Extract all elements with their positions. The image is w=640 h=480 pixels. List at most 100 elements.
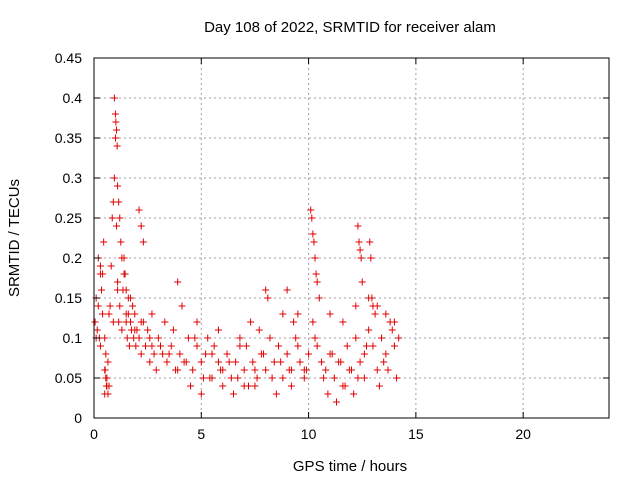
- data-point-0-148: [112, 118, 120, 126]
- data-point-0-207: [375, 382, 383, 390]
- data-point-0-81: [292, 334, 300, 342]
- data-point-0-209: [393, 374, 401, 382]
- data-point-0-138: [328, 350, 336, 358]
- data-point-0-117: [146, 334, 154, 342]
- data-point-0-69: [240, 366, 248, 374]
- data-point-0-171: [357, 254, 365, 262]
- data-point-0-184: [137, 222, 145, 230]
- data-point-0-30: [123, 334, 131, 342]
- data-point-0-105: [395, 334, 403, 342]
- data-point-0-120: [174, 366, 182, 374]
- data-point-0-46: [148, 342, 156, 350]
- data-point-0-20: [113, 222, 121, 230]
- data-point-0-40: [135, 334, 143, 342]
- x-tick-label-0: 0: [90, 426, 98, 442]
- data-point-0-219: [279, 310, 287, 318]
- data-point-0-56: [184, 334, 192, 342]
- data-point-0-208: [384, 366, 392, 374]
- data-point-0-110: [109, 318, 117, 326]
- data-point-0-19: [111, 134, 119, 142]
- data-point-0-8: [100, 238, 108, 246]
- data-point-0-158: [101, 366, 109, 374]
- data-point-0-125: [217, 366, 225, 374]
- data-point-0-21: [114, 278, 122, 286]
- data-point-0-143: [371, 310, 379, 318]
- data-point-0-104: [390, 342, 398, 350]
- plot-frame: [93, 57, 610, 419]
- data-point-0-99: [369, 342, 377, 350]
- y-tick-label-2: 0.1: [63, 330, 83, 346]
- data-point-0-157: [104, 390, 112, 398]
- data-point-0-186: [120, 270, 128, 278]
- data-points: [91, 94, 403, 406]
- data-point-0-200: [287, 382, 295, 390]
- data-point-0-151: [114, 182, 122, 190]
- data-point-0-79: [283, 350, 291, 358]
- data-point-0-97: [360, 350, 368, 358]
- data-point-0-86: [313, 342, 321, 350]
- data-point-0-194: [208, 374, 216, 382]
- data-point-0-96: [356, 358, 364, 366]
- data-point-0-95: [352, 334, 360, 342]
- data-point-0-156: [102, 374, 110, 382]
- data-point-0-16: [108, 214, 116, 222]
- data-point-0-204: [341, 382, 349, 390]
- data-point-0-67: [232, 358, 240, 366]
- data-point-0-45: [146, 358, 154, 366]
- data-point-0-13: [105, 310, 113, 318]
- data-point-0-33: [126, 318, 134, 326]
- data-point-0-217: [247, 318, 255, 326]
- data-point-0-59: [197, 358, 205, 366]
- data-point-0-71: [249, 358, 257, 366]
- data-point-0-35: [129, 302, 137, 310]
- data-point-0-223: [352, 302, 360, 310]
- data-point-0-198: [251, 382, 259, 390]
- data-point-0-216: [236, 334, 244, 342]
- axis-ticks: 0 5 10 15 20 0 0.05 0.1 0.15 0.2 0.25 0.3 0.35 0.4 0.4…: [55, 50, 609, 442]
- data-point-0-161: [308, 214, 316, 222]
- x-tick-label-1: 5: [197, 426, 205, 442]
- data-point-0-43: [142, 342, 149, 350]
- data-point-0-142: [363, 342, 371, 350]
- data-point-0-93: [343, 342, 351, 350]
- data-point-0-139: [337, 358, 345, 366]
- data-point-0-48: [152, 366, 160, 374]
- data-point-0-177: [174, 278, 182, 286]
- data-point-0-52: [167, 342, 175, 350]
- data-point-0-76: [270, 358, 278, 366]
- data-point-0-23: [116, 302, 124, 310]
- data-point-0-193: [197, 390, 205, 398]
- data-point-0-187: [122, 286, 130, 294]
- data-point-0-119: [165, 350, 173, 358]
- data-point-0-147: [111, 110, 119, 118]
- data-point-0-205: [350, 390, 358, 398]
- data-point-0-163: [310, 238, 318, 246]
- data-point-0-221: [326, 310, 334, 318]
- data-point-0-152: [115, 198, 123, 206]
- data-point-0-68: [236, 342, 244, 350]
- y-tick-label-8: 0.4: [63, 90, 83, 106]
- data-point-0-190: [96, 262, 104, 270]
- data-point-0-62: [210, 342, 218, 350]
- data-point-0-47: [150, 350, 158, 358]
- data-point-0-162: [309, 230, 317, 238]
- data-point-0-14: [106, 302, 114, 310]
- data-point-0-173: [366, 238, 374, 246]
- data-point-0-78: [279, 374, 287, 382]
- data-point-0-167: [315, 294, 323, 302]
- data-point-0-41: [137, 350, 145, 358]
- data-point-0-141: [354, 374, 362, 382]
- data-point-0-113: [122, 310, 130, 318]
- data-point-0-134: [294, 342, 302, 350]
- data-point-0-77: [275, 342, 283, 350]
- y-tick-label-4: 0.2: [63, 250, 83, 266]
- data-point-0-226: [382, 310, 390, 318]
- data-point-0-191: [99, 270, 107, 278]
- data-point-0-135: [302, 366, 310, 374]
- data-point-0-218: [255, 326, 263, 334]
- data-point-0-115: [131, 326, 139, 334]
- data-point-0-18: [110, 174, 118, 182]
- data-point-0-169: [355, 238, 363, 246]
- data-point-0-84: [305, 350, 313, 358]
